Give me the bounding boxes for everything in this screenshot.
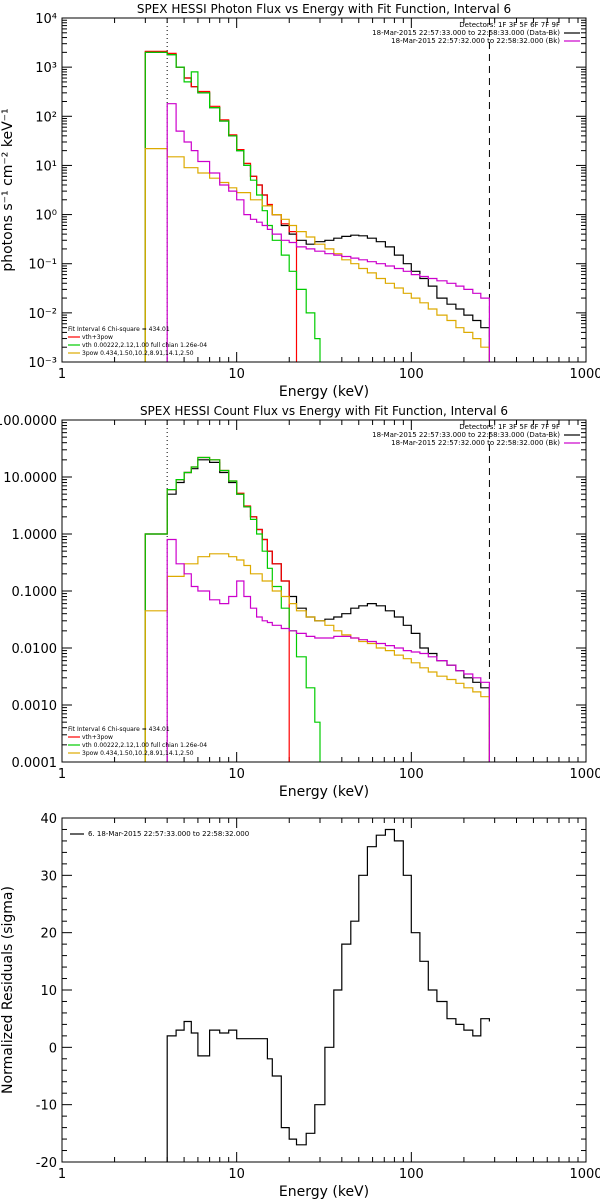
y-tick-label: -10: [36, 1099, 57, 1114]
x-tick-label: 1000: [569, 767, 600, 782]
chart-panel-2: SPEX HESSI Count Flux vs Energy with Fit…: [0, 404, 600, 800]
legend-entry: 18-Mar-2015 22:57:32.000 to 22:58:32.000…: [391, 37, 560, 45]
series-line-residuals: [166, 828, 490, 1162]
series-line-data-bk: [144, 459, 490, 762]
y-tick-label: 10⁻¹: [28, 258, 57, 273]
chart-panel-1: SPEX HESSI Photon Flux vs Energy with Fi…: [0, 2, 600, 400]
legend-entry: Detectors: 1F 3F 5F 6F 7F 9F: [459, 423, 560, 431]
x-tick-label: 1: [58, 767, 66, 782]
series-line-vth: [144, 456, 321, 762]
y-tick-label: 10⁰: [35, 209, 57, 224]
x-tick-label: 10: [228, 1167, 245, 1182]
x-tick-label: 100: [399, 367, 424, 382]
x-axis-label: Energy (keV): [279, 784, 369, 800]
y-axis-label: Normalized Residuals (sigma): [0, 886, 16, 1094]
x-tick-label: 1: [58, 367, 66, 382]
y-tick-label: 1.0000: [12, 528, 58, 543]
fit-info-text: vth+3pow: [82, 334, 113, 341]
plot-frame: [61, 817, 587, 1163]
x-axis-label: Energy (keV): [279, 384, 369, 400]
y-tick-label: 10⁻²: [28, 307, 57, 322]
series-line-3pow: [144, 148, 490, 362]
chart-title: SPEX HESSI Photon Flux vs Energy with Fi…: [137, 2, 511, 16]
series-line-vth-3pow: [144, 50, 298, 362]
x-axis-label: Energy (keV): [279, 1184, 369, 1200]
x-tick-label: 1000: [569, 367, 600, 382]
y-axis-label: photons s⁻¹ cm⁻² keV⁻¹: [0, 108, 16, 271]
y-tick-label: 10⁴: [35, 12, 57, 27]
x-tick-label: 10: [228, 367, 245, 382]
y-tick-label: 30: [40, 869, 57, 884]
x-tick-label: 1: [58, 1167, 66, 1182]
x-tick-label: 100: [399, 767, 424, 782]
legend-entry: Detectors: 1F 3F 5F 6F 7F 9F: [459, 21, 560, 29]
fit-info-text: Fit Interval 6 Chi-square = 434.01: [68, 726, 170, 733]
y-tick-label: 0.0001: [12, 756, 58, 771]
legend-entry: 18-Mar-2015 22:57:33.000 to 22:58:33.000…: [372, 431, 560, 439]
x-tick-label: 100: [399, 1167, 424, 1182]
y-tick-label: 40: [40, 812, 57, 827]
plot-frame: [61, 419, 587, 763]
y-tick-label: 10.0000: [3, 471, 57, 486]
legend-entry: 18-Mar-2015 22:57:32.000 to 22:58:32.000…: [391, 439, 560, 447]
y-tick-label: 10¹: [35, 159, 57, 174]
series-line-bk: [166, 538, 490, 762]
y-tick-label: 100.0000: [0, 414, 57, 429]
y-tick-label: -20: [36, 1156, 57, 1171]
x-tick-label: 10: [228, 767, 245, 782]
fit-info-text: Fit Interval 6 Chi-square = 434.01: [68, 326, 170, 333]
legend-entry: 18-Mar-2015 22:57:33.000 to 22:58:33.000…: [372, 29, 560, 37]
fit-info-text: vth+3pow: [82, 734, 113, 741]
fit-info-text: vth 0.00222,2.12,1.00 full chian 1.26e-0…: [82, 742, 207, 749]
plot-frame: [61, 17, 587, 363]
fit-info-text: vth 0.00222,2.12,1.00 full chian 1.26e-0…: [82, 342, 207, 349]
y-tick-label: 0: [49, 1041, 57, 1056]
chart-panel-3: 1 10 100 1000 -20 -10 0 10 20 30 40 Energy (keV) Nor…: [0, 812, 600, 1200]
y-tick-label: 10⁻³: [28, 356, 57, 371]
x-tick-label: 1000: [569, 1167, 600, 1182]
fit-info-text: 3pow 0.434,1.50,10.2,8.91,14.1,2.50: [82, 350, 194, 357]
y-tick-label: 0.1000: [12, 585, 58, 600]
legend-entry: 6. 18-Mar-2015 22:57:33.000 to 22:58:32.…: [88, 830, 249, 838]
series-line-vth: [144, 51, 321, 362]
y-tick-label: 10: [40, 984, 57, 999]
series-line-3pow: [144, 553, 490, 762]
y-tick-label: 10²: [35, 110, 57, 125]
y-tick-label: 0.0100: [12, 642, 58, 657]
series-line-bk: [166, 103, 490, 362]
y-tick-label: 10³: [35, 61, 57, 76]
y-tick-label: 20: [40, 927, 57, 942]
chart-title: SPEX HESSI Count Flux vs Energy with Fit…: [140, 404, 508, 418]
fit-info-text: 3pow 0.434,1.50,10.2,8.91,14.1,2.50: [82, 750, 194, 757]
y-tick-label: 0.0010: [12, 699, 58, 714]
